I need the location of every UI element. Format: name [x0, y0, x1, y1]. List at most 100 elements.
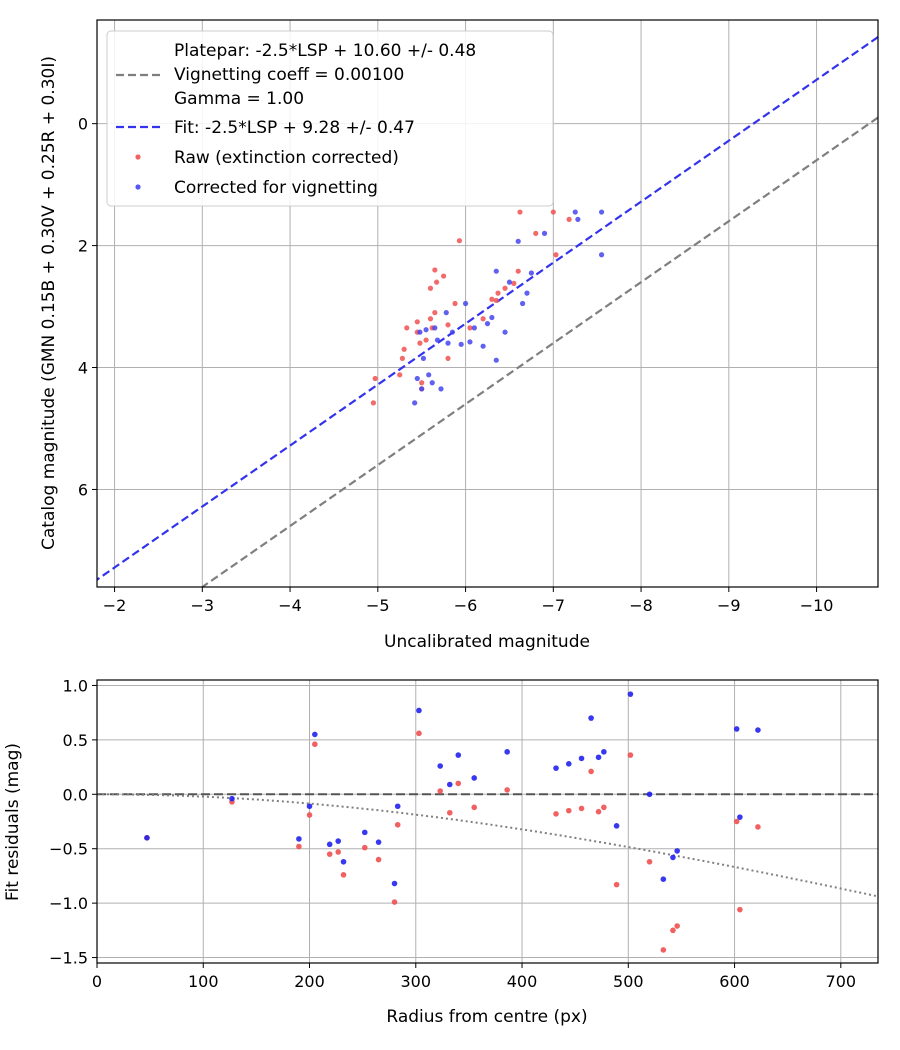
legend-vignetting-label: Vignetting coeff = 0.00100 [174, 65, 404, 85]
corrected-residual-point [391, 880, 398, 887]
corrected-data-point [489, 314, 495, 321]
top-x-tick-label: −3 [191, 596, 215, 615]
raw-residual-point [660, 947, 667, 953]
corrected-data-point [419, 386, 425, 392]
corrected-data-point [423, 327, 429, 333]
raw-data-point [550, 209, 556, 215]
raw-data-point [423, 337, 429, 343]
raw-residual-point [391, 899, 398, 905]
raw-residual-point [340, 872, 347, 878]
raw-residual-point [733, 818, 740, 825]
corrected-residual-point [335, 838, 342, 844]
bottom-y-tick-label: −1.5 [49, 949, 88, 968]
top-x-tick-label: −10 [800, 596, 834, 615]
raw-residual-point [471, 804, 478, 811]
corrected-residual-point [613, 823, 620, 829]
raw-residual-point [361, 844, 368, 851]
raw-data-point [517, 209, 523, 215]
corrected-data-point [524, 290, 530, 296]
raw-residual-point [646, 858, 653, 865]
corrected-residual-point [446, 781, 453, 788]
corrected-residual-point [553, 765, 559, 771]
legend-raw-label: Raw (extinction corrected) [174, 148, 399, 168]
raw-data-point [445, 322, 451, 328]
corrected-residual-point [416, 707, 422, 714]
bottom-y-tick-label: 0.5 [63, 731, 88, 750]
corrected-residual-point [565, 761, 572, 767]
corrected-residual-point [375, 839, 382, 845]
calibration-plot: −2 −3 −4 −5 −6 −7 −8 −9 −10 0 2 4 6 Uncalibrated ma… [39, 19, 879, 652]
raw-residual-point [578, 805, 585, 812]
raw-data-point [399, 355, 405, 361]
corrected-residual-point [737, 814, 743, 820]
corrected-data-point [420, 355, 427, 361]
raw-data-point [566, 216, 572, 222]
raw-data-point [432, 267, 438, 273]
corrected-data-point [412, 400, 418, 406]
raw-residual-point [394, 821, 401, 828]
raw-data-point [445, 355, 451, 361]
raw-residual-point [446, 809, 453, 816]
corrected-data-point [520, 300, 526, 307]
bottom-x-ticks: 0 100 200 300 400 500 600 700 [92, 963, 856, 991]
bottom-x-tick-label: 200 [294, 972, 325, 991]
corrected-residual-point [326, 841, 333, 848]
top-scatter-points [370, 209, 605, 406]
corrected-residual-point [229, 795, 235, 802]
raw-residual-point [335, 849, 342, 855]
legend-platepar-label: Platepar: -2.5*LSP + 10.60 +/- 0.48 [174, 41, 476, 61]
raw-data-point [427, 316, 434, 322]
raw-data-point [515, 268, 521, 274]
raw-data-point [495, 290, 501, 296]
raw-residual-point [416, 730, 422, 737]
bottom-x-tick-label: 600 [719, 972, 750, 991]
corrected-data-point [575, 216, 581, 222]
corrected-data-point [598, 252, 605, 258]
corrected-data-point [528, 270, 534, 276]
corrected-residual-point [144, 835, 150, 841]
raw-data-point [452, 300, 458, 307]
corrected-residual-point [394, 803, 401, 810]
bottom-scatter-points [144, 691, 761, 953]
raw-residual-point [601, 804, 607, 811]
corrected-data-point [445, 340, 451, 346]
legend-box [106, 30, 554, 207]
corrected-data-point [443, 310, 449, 316]
raw-residual-point [306, 812, 313, 818]
raw-residual-point [455, 780, 462, 787]
raw-data-point [414, 319, 420, 325]
corrected-data-point [598, 209, 605, 215]
raw-data-point [502, 285, 508, 291]
corrected-data-point [471, 325, 477, 331]
raw-data-point [489, 296, 495, 302]
corrected-residual-point [437, 763, 444, 769]
raw-residual-point [296, 843, 302, 850]
top-y-tick-label: 6 [78, 480, 88, 499]
raw-residual-point [312, 741, 318, 748]
top-x-tick-label: −7 [542, 596, 566, 615]
bottom-x-tick-label: 700 [826, 972, 857, 991]
corrected-data-point [449, 329, 455, 335]
legend-corrected-label: Corrected for vignetting [174, 178, 378, 198]
raw-residual-point [670, 927, 676, 934]
corrected-residual-point [578, 755, 585, 762]
fit-line [96, 36, 879, 581]
raw-residual-point [595, 808, 602, 815]
bottom-y-ticks: 1.0 0.5 0.0 −0.5 −1.0 −1.5 [49, 676, 97, 968]
bottom-x-tick-label: 300 [401, 972, 432, 991]
raw-residual-point [755, 824, 761, 830]
top-y-ticks: 0 2 4 6 [78, 115, 97, 499]
bottom-y-tick-label: −1.0 [49, 894, 88, 913]
raw-data-point [434, 279, 440, 285]
top-x-ticks: −2 −3 −4 −5 −6 −7 −8 −9 −10 [103, 587, 834, 615]
bottom-y-tick-label: 0.0 [63, 785, 88, 804]
raw-data-point [427, 285, 434, 291]
corrected-residual-point [627, 691, 634, 697]
raw-data-point [397, 372, 403, 378]
raw-data-point [372, 375, 378, 382]
corrected-residual-point [755, 727, 761, 733]
corrected-data-point [426, 372, 432, 378]
top-plot-frame [96, 19, 879, 588]
corrected-data-point [493, 357, 499, 363]
corrected-residual-point [296, 836, 302, 842]
